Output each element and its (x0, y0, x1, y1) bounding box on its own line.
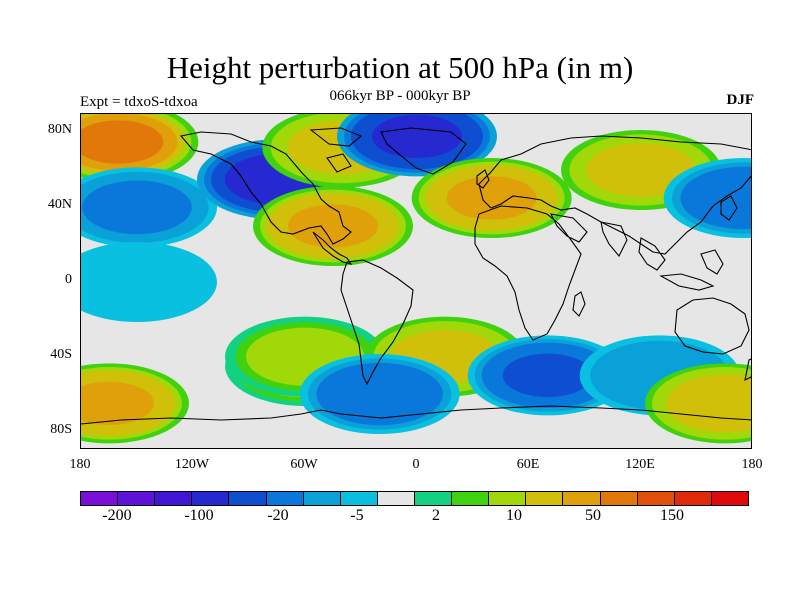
map-panel (80, 113, 752, 449)
colorbar-label: 2 (432, 507, 440, 524)
plot-subtitle: 066kyr BP - 000kyr BP (329, 88, 471, 104)
colorbar-segment (229, 492, 267, 505)
colorbar-segment (600, 492, 638, 505)
colorbar-segment (192, 492, 230, 505)
experiment-label: Expt = tdxoS-tdxoa (80, 94, 198, 110)
lon-tick-label: 180 (741, 457, 763, 472)
lon-tick-label: 60W (290, 457, 318, 472)
lat-tick-label: 80N (47, 122, 72, 137)
coast-australia (674, 297, 750, 355)
colorbar-segment (340, 492, 378, 505)
coast-new-zealand (744, 358, 751, 381)
colorbar-segment (489, 492, 527, 505)
contour-band (81, 120, 164, 164)
colorbar-segment (637, 492, 675, 505)
colorbar-label: 150 (660, 507, 684, 524)
colorbar-label: 50 (585, 507, 601, 524)
contour-band (446, 176, 537, 220)
coast-eurasia (478, 135, 751, 255)
colorbar-segment (303, 492, 341, 505)
season-label: DJF (726, 92, 755, 108)
coast-north-america (179, 131, 352, 245)
coast-uk (476, 169, 490, 189)
coastlines (81, 127, 751, 425)
contour-field (81, 114, 751, 444)
coast-greenland (380, 127, 467, 175)
colorbar-label: -100 (184, 507, 214, 524)
coast-japan (720, 195, 738, 221)
colorbar-segment (266, 492, 304, 505)
colorbar-label: -5 (350, 507, 364, 524)
colorbar-segment (711, 492, 748, 505)
lon-tick-label: 0 (412, 457, 420, 472)
coast-se-asia (638, 237, 724, 291)
colorbar-segment (563, 492, 601, 505)
contour-band (85, 256, 189, 308)
contour-band (288, 204, 378, 248)
contour-band (502, 353, 593, 397)
coast-madagascar (572, 291, 586, 317)
coast-antarctica (81, 405, 751, 425)
lon-tick-label: 120W (174, 457, 210, 472)
contour-band (594, 147, 688, 193)
colorbar (80, 491, 749, 506)
contour-band (81, 381, 154, 425)
contour-band (90, 184, 184, 230)
colorbar-segment (414, 492, 453, 505)
lon-tick-label: 60E (516, 457, 540, 472)
lat-tick-label: 40N (47, 197, 72, 212)
coast-arctic-islands (309, 127, 363, 173)
colorbar-segment (118, 492, 156, 505)
colorbar-segment (155, 492, 193, 505)
colorbar-segment (452, 492, 490, 505)
coast-central-america (312, 231, 353, 265)
coast-arabia-india (550, 213, 628, 257)
height-perturbation-map (81, 114, 751, 448)
colorbar-segment (377, 492, 415, 505)
contour-band (333, 371, 427, 417)
lat-tick-label: 80S (50, 422, 72, 437)
colorbar-segment (81, 492, 119, 505)
colorbar-segment (526, 492, 564, 505)
contour-band (680, 381, 751, 425)
lon-tick-label: 180 (69, 457, 91, 472)
contour-band (372, 114, 462, 159)
colorbar-label: 10 (506, 507, 522, 524)
colorbar-label: -20 (267, 507, 289, 524)
coast-south-america (340, 259, 414, 386)
lon-tick-label: 120E (625, 457, 655, 472)
plot-title: Height perturbation at 500 hPa (in m) (166, 50, 634, 85)
lat-tick-label: 0 (65, 272, 72, 287)
colorbar-segment (674, 492, 712, 505)
lat-tick-label: 40S (50, 347, 72, 362)
colorbar-label: -200 (102, 507, 132, 524)
